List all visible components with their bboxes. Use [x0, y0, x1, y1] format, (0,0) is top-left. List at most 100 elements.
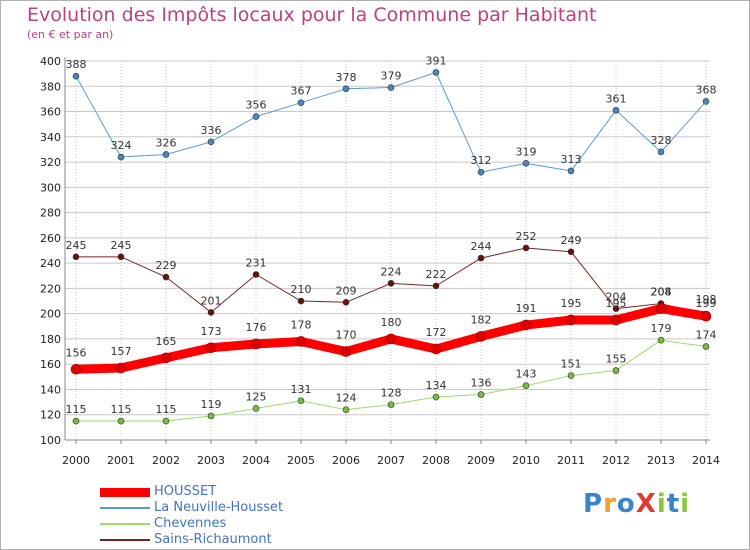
- data-point: [522, 244, 530, 252]
- legend-swatch: [100, 507, 150, 509]
- data-label: 367: [291, 85, 312, 98]
- data-label: 115: [156, 403, 177, 416]
- data-point: [477, 254, 485, 262]
- data-point: [702, 98, 710, 105]
- legend-label: Chevennes: [154, 516, 227, 531]
- logo-letter: i: [680, 489, 691, 519]
- data-point: [252, 271, 260, 278]
- y-tick-label: 240: [40, 257, 61, 270]
- data-label: 179: [651, 322, 672, 335]
- data-point: [205, 342, 217, 354]
- data-point: [612, 106, 620, 114]
- y-tick-label: 160: [40, 358, 61, 371]
- x-tick-label: 2009: [467, 454, 495, 467]
- data-label: 155: [606, 353, 627, 366]
- data-point: [432, 282, 440, 290]
- data-point: [387, 84, 395, 91]
- data-label: 198: [696, 293, 717, 306]
- data-label: 173: [201, 325, 222, 338]
- y-tick-label: 340: [40, 131, 61, 144]
- x-tick-label: 2001: [107, 454, 135, 467]
- logo-letter: r: [603, 489, 617, 519]
- data-label: 165: [156, 335, 177, 348]
- y-tick-label: 100: [40, 434, 61, 447]
- data-label: 174: [696, 329, 717, 342]
- data-point: [387, 280, 395, 287]
- legend-swatch: [100, 539, 150, 541]
- data-point: [385, 333, 397, 345]
- legend-label: La Neuville-Housset: [154, 500, 284, 515]
- data-point: [655, 303, 667, 314]
- data-label: 209: [336, 284, 357, 297]
- x-tick-label: 2005: [287, 454, 315, 467]
- data-label: 391: [426, 54, 447, 67]
- data-label: 328: [651, 134, 672, 147]
- data-point: [70, 363, 82, 375]
- data-label: 204: [651, 286, 672, 299]
- data-point: [477, 391, 485, 398]
- x-tick-label: 2008: [422, 454, 450, 467]
- y-tick-label: 400: [40, 55, 61, 68]
- data-label: 231: [246, 257, 267, 270]
- data-point: [565, 314, 577, 326]
- logo-letter: o: [616, 489, 636, 519]
- data-point: [522, 382, 530, 389]
- x-tick-label: 2004: [242, 454, 270, 467]
- data-label: 124: [336, 392, 357, 405]
- logo-letter: t: [666, 489, 681, 519]
- data-label: 224: [381, 265, 402, 278]
- data-label: 245: [111, 239, 132, 252]
- proxiti-logo: ProXiti: [583, 489, 690, 519]
- data-label: 368: [696, 83, 717, 96]
- data-point: [250, 338, 262, 350]
- data-point: [72, 253, 80, 261]
- data-label: 244: [471, 240, 492, 253]
- data-label: 319: [516, 145, 537, 158]
- data-point: [342, 406, 350, 413]
- data-point: [567, 248, 575, 256]
- data-label: 208: [651, 286, 672, 299]
- data-label: 195: [561, 297, 582, 310]
- data-point: [700, 310, 712, 322]
- data-label: 115: [111, 403, 132, 416]
- data-label: 191: [516, 302, 537, 315]
- data-point: [340, 346, 352, 357]
- data-label: 379: [381, 70, 402, 83]
- data-point: [477, 168, 485, 176]
- data-point: [657, 336, 665, 344]
- legend-label: HOUSSET: [154, 484, 217, 499]
- data-point: [612, 367, 620, 374]
- data-point: [295, 336, 307, 347]
- data-point: [72, 72, 80, 80]
- legend-swatch: [100, 487, 150, 497]
- chart-title: Evolution des Impôts locaux pour la Comm…: [27, 4, 597, 26]
- data-label: 229: [156, 259, 177, 272]
- y-tick-label: 120: [40, 409, 61, 422]
- logo-letter: X: [635, 489, 657, 519]
- data-label: 201: [201, 294, 222, 307]
- data-point: [162, 417, 170, 425]
- data-point: [207, 138, 215, 146]
- y-tick-label: 380: [40, 80, 61, 93]
- data-point: [432, 393, 440, 401]
- logo-letter: i: [656, 489, 667, 519]
- data-label: 245: [66, 239, 87, 252]
- data-point: [702, 343, 710, 350]
- data-point: [567, 167, 575, 175]
- x-tick-label: 2013: [647, 454, 675, 467]
- data-point: [475, 331, 487, 342]
- data-point: [657, 148, 665, 156]
- data-point: [612, 305, 620, 312]
- data-point: [430, 343, 442, 355]
- data-label: 180: [381, 316, 402, 329]
- data-point: [610, 314, 622, 326]
- data-label: 182: [471, 313, 492, 326]
- data-point: [207, 412, 215, 420]
- data-label: 172: [426, 326, 447, 339]
- data-label: 125: [246, 390, 267, 403]
- data-label: 249: [561, 234, 582, 247]
- data-label: 119: [201, 398, 222, 411]
- data-point: [162, 273, 170, 281]
- data-label: 388: [66, 58, 87, 71]
